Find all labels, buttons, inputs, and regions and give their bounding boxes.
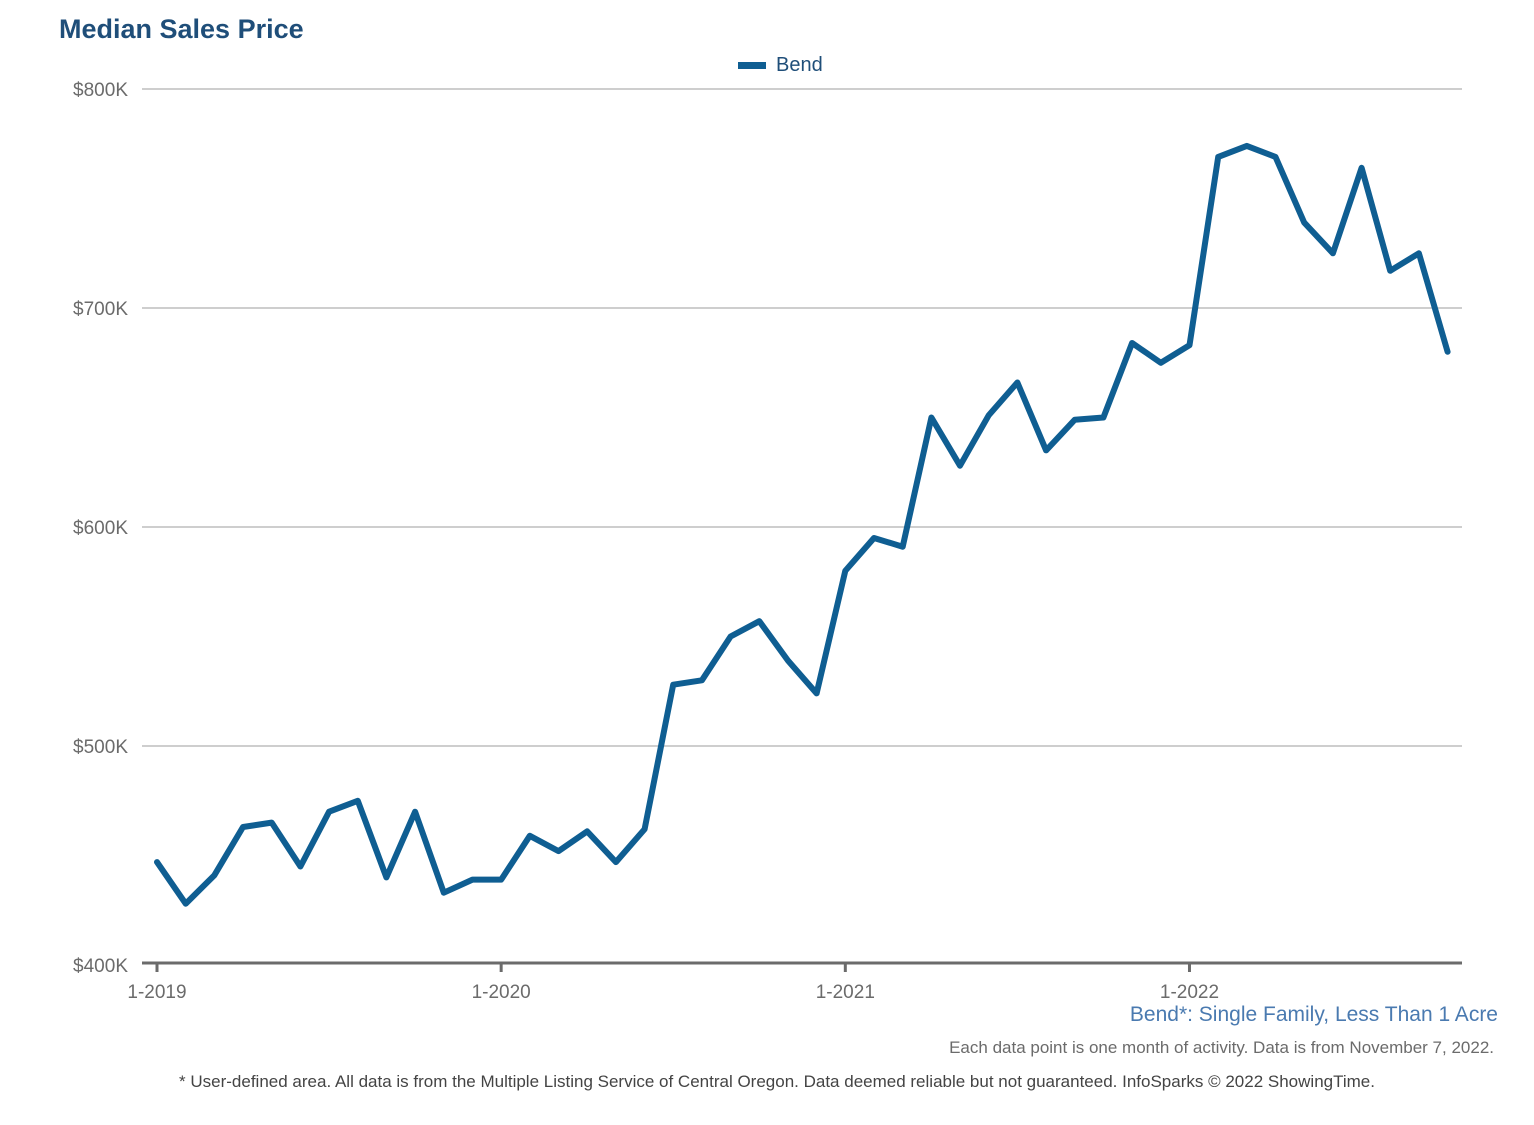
x-tick-label: 1-2019	[127, 982, 186, 1003]
chart-title: Median Sales Price	[59, 14, 304, 44]
x-tick-label: 1-2020	[472, 982, 531, 1003]
legend-swatch-bend	[738, 62, 766, 69]
series-line-bend	[154, 142, 1451, 907]
legend: Bend	[738, 54, 823, 77]
x-tick-label: 1-2021	[816, 982, 875, 1003]
source-note: * User-defined area. All data is from th…	[179, 1072, 1375, 1091]
area-note: Bend*: Single Family, Less Than 1 Acre	[1129, 1003, 1498, 1026]
y-tick-label: $700K	[73, 299, 128, 320]
data-note: Each data point is one month of activity…	[949, 1038, 1494, 1057]
y-tick-label: $500K	[73, 737, 128, 758]
x-tick-label: 1-2022	[1160, 982, 1219, 1003]
legend-label-bend: Bend	[776, 54, 823, 76]
y-tick-label: $600K	[73, 518, 128, 539]
y-tick-label: $400K	[73, 956, 128, 977]
y-tick-label: $800K	[73, 80, 128, 101]
